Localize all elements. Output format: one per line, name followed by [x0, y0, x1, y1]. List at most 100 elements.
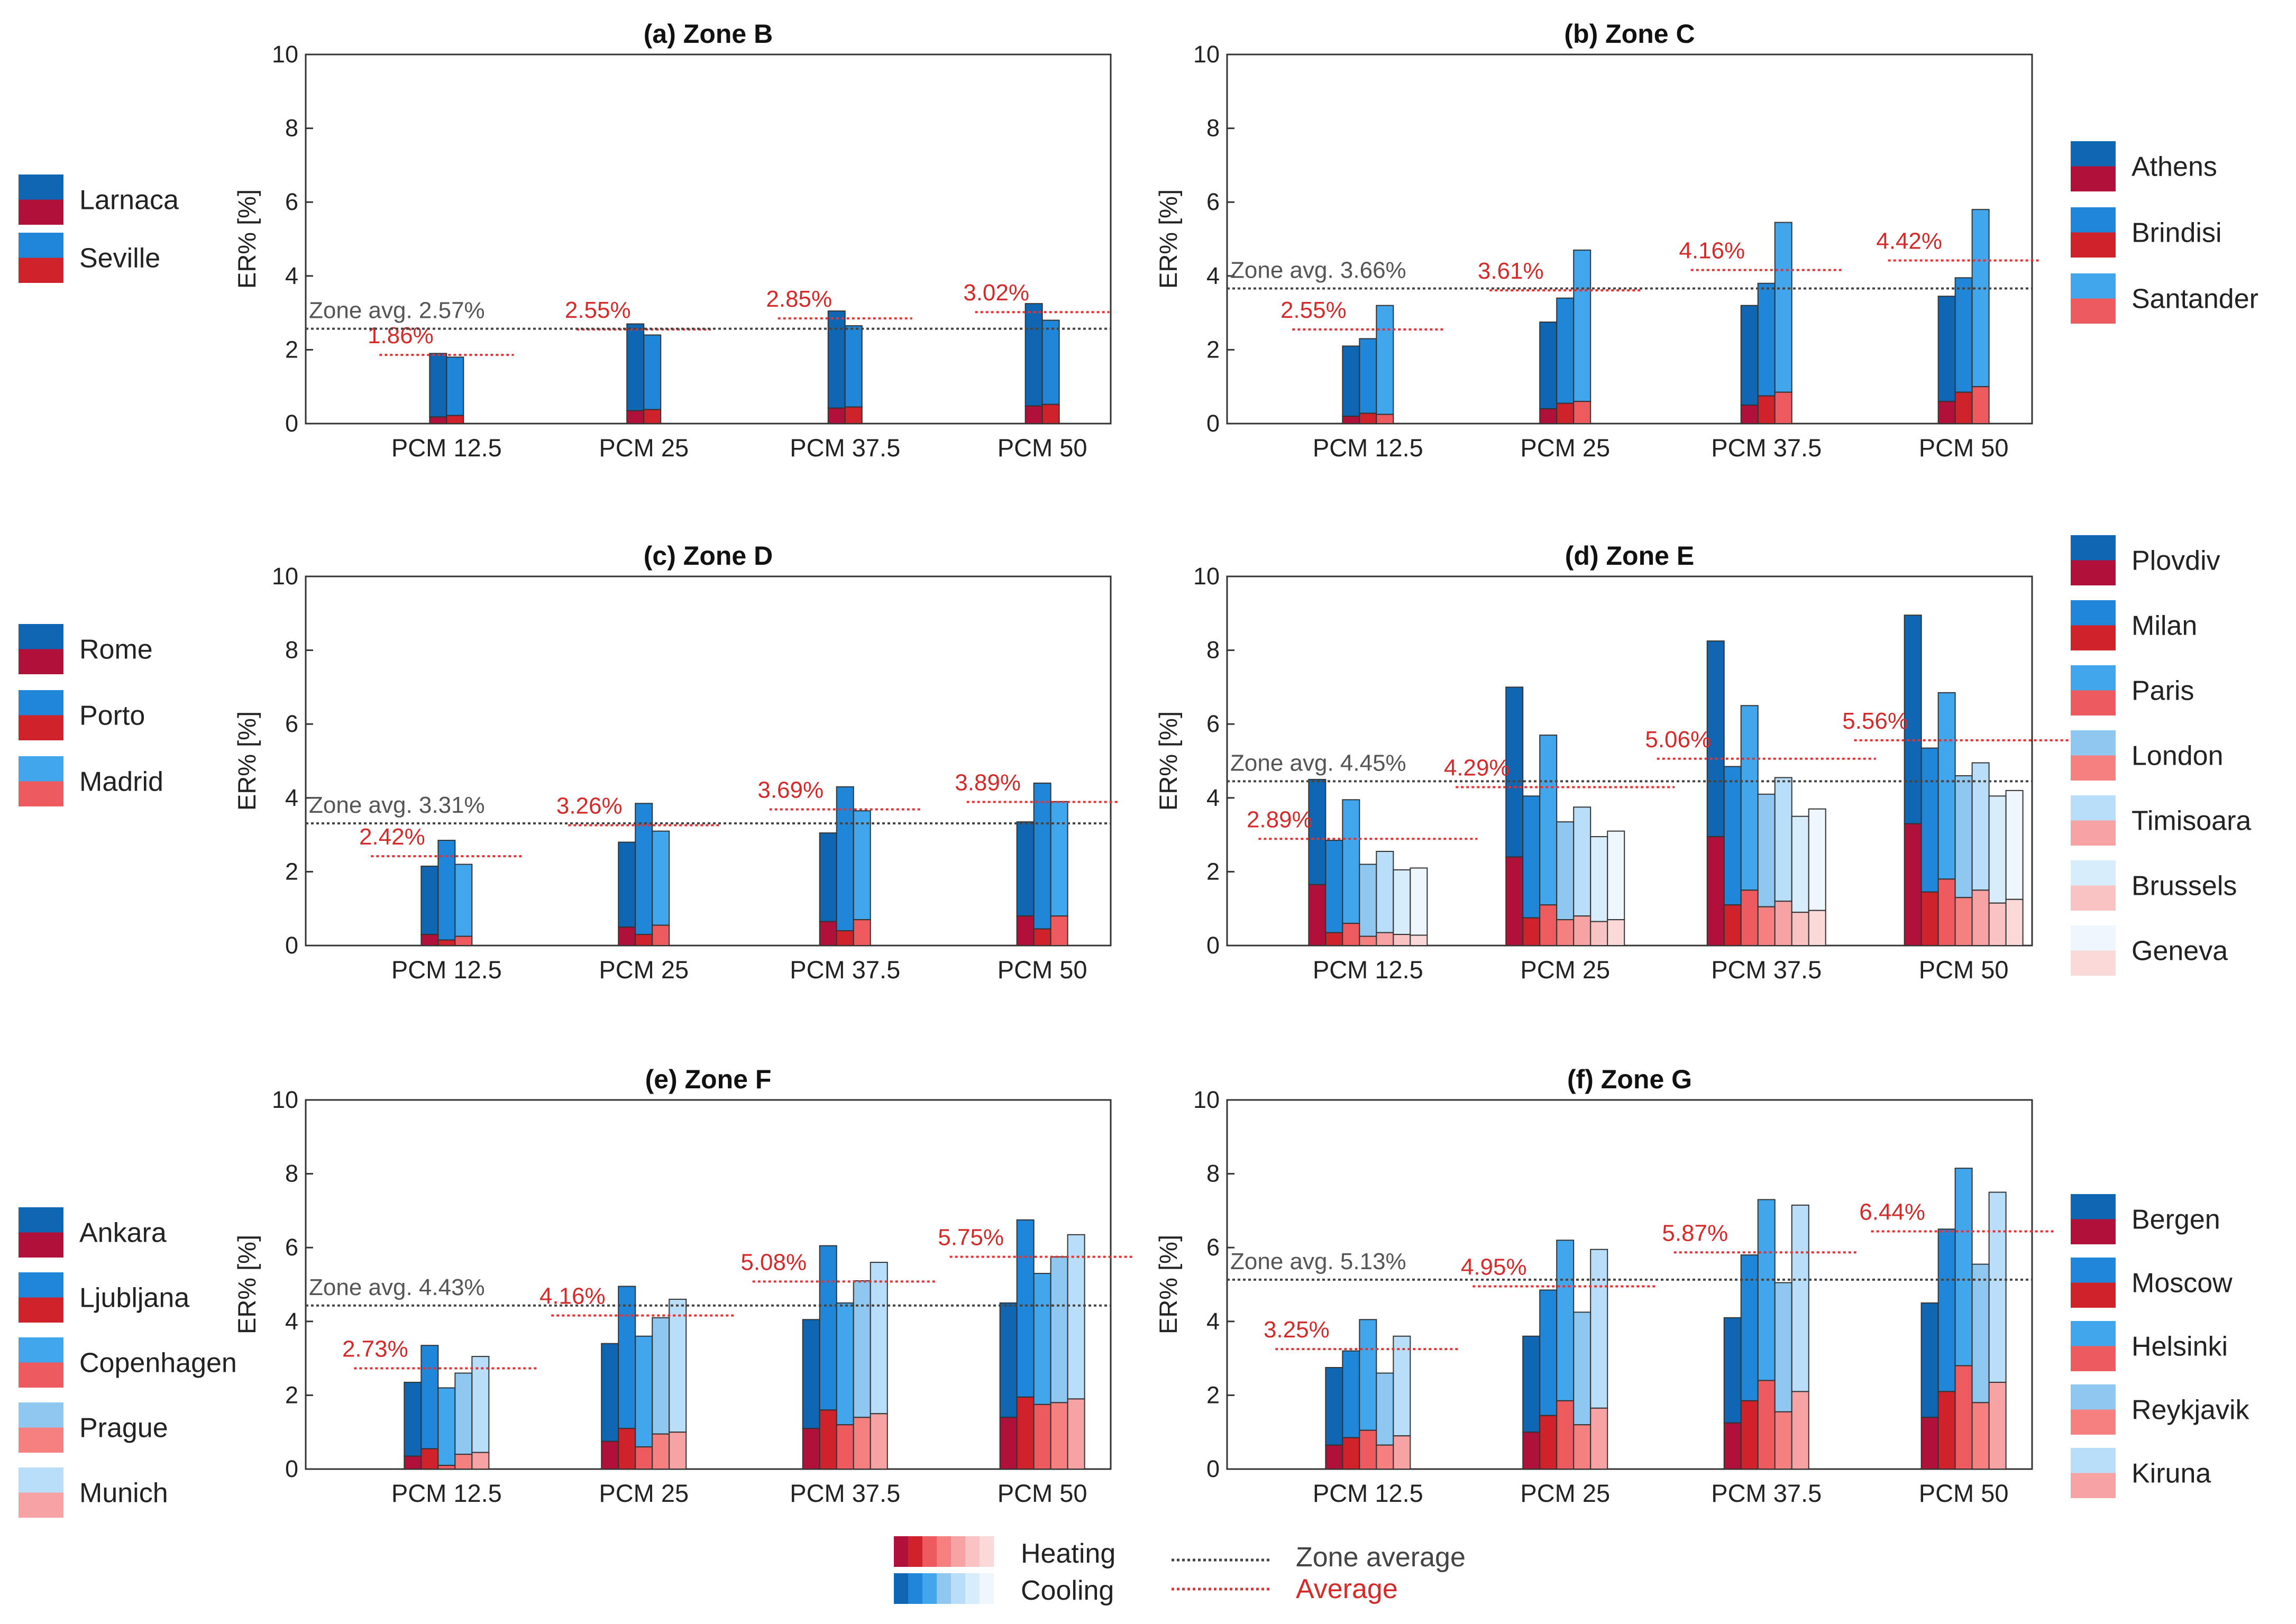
bar-heating-brindisi	[1954, 391, 1973, 424]
chart-title: (c) Zone D	[644, 541, 773, 571]
y-tick-label: 6	[1206, 1234, 1220, 1261]
bar-cooling-santander	[1573, 249, 1591, 402]
legend-swatch-heating	[2071, 755, 2116, 781]
cooling-swatch	[965, 1573, 980, 1604]
average-legend-label: Average	[1296, 1574, 1398, 1604]
bottom-legend: Heating Cooling Zone average Average	[894, 1536, 1466, 1606]
average-label: 3.69%	[757, 777, 824, 803]
legend-swatch-heating	[2071, 232, 2116, 258]
legend-swatch-cooling	[19, 1207, 63, 1233]
bar-cooling-madrid	[652, 830, 670, 926]
legend-swatch-cooling	[2071, 141, 2116, 167]
bar-heating-plovdiv	[1308, 884, 1327, 946]
y-tick-label: 10	[272, 1086, 298, 1113]
bar-cooling-rome	[618, 841, 636, 928]
bar-heating-plovdiv	[1904, 823, 1922, 947]
bar-cooling-bergen	[1723, 1317, 1742, 1424]
heating-swatch	[922, 1536, 937, 1567]
legend-label-copenhagen: Copenhagen	[79, 1348, 237, 1379]
cooling-swatch	[951, 1573, 965, 1604]
y-axis-label: ER% [%]	[1154, 1235, 1182, 1334]
bar-cooling-porto	[1033, 782, 1051, 930]
bar-cooling-madrid	[853, 810, 871, 921]
bar-cooling-helsinki	[1359, 1319, 1377, 1431]
bar-cooling-brindisi	[1954, 277, 1973, 393]
bar-heating-brindisi	[1359, 412, 1377, 424]
average-label: 4.16%	[1679, 238, 1745, 264]
average-label: 5.08%	[740, 1249, 807, 1275]
bar-cooling-milan	[1325, 840, 1343, 933]
x-tick-label: PCM 25	[1520, 1479, 1610, 1507]
bar-heating-paris	[1342, 923, 1360, 946]
average-label: 3.25%	[1264, 1317, 1330, 1343]
bar-cooling-santander	[1971, 209, 1990, 388]
series-legend: Ankara Ljubljana Copenhagen Prague Munich	[19, 1207, 237, 1518]
bar-heating-prague	[454, 1454, 473, 1470]
bar-cooling-plovdiv	[1904, 614, 1922, 824]
legend-swatch-cooling	[19, 1467, 63, 1493]
y-axis-label: ER% [%]	[233, 1235, 261, 1334]
heating-swatch	[937, 1536, 951, 1567]
bar-heating-timisoara	[1971, 889, 1990, 947]
bar-cooling-london	[1757, 793, 1776, 907]
bar-heating-athens	[1342, 416, 1360, 424]
bar-cooling-ljubljana	[1016, 1219, 1035, 1398]
bar-heating-madrid	[1050, 915, 1068, 947]
cooling-swatches	[894, 1573, 994, 1604]
bar-cooling-seville	[446, 356, 464, 416]
legend-label-moscow: Moscow	[2132, 1268, 2233, 1299]
y-tick-label: 10	[1193, 1086, 1220, 1113]
legend-swatch-cooling	[19, 1272, 63, 1298]
legend-label-larnaca: Larnaca	[79, 185, 179, 216]
chart-panel-b: 0 2 4 6 8 10 (b) Zone C ER% [%] PCM 12.5 2.55% PCM…	[1154, 19, 2258, 462]
legend-swatch-heating	[19, 1297, 63, 1323]
y-tick-label: 8	[1206, 637, 1220, 664]
bar-heating-seville	[1041, 403, 1060, 424]
legend-label-ankara: Ankara	[79, 1218, 167, 1249]
bar-heating-ankara	[999, 1417, 1018, 1470]
bar-cooling-kiruna	[1988, 1191, 2007, 1383]
bar-heating-reykjavik	[1774, 1411, 1792, 1470]
y-tick-label: 8	[285, 1160, 298, 1187]
bar-heating-larnaca	[626, 410, 645, 425]
plot-area-frame	[1226, 575, 2033, 947]
bar-cooling-plovdiv	[1706, 640, 1725, 838]
x-tick-label: PCM 12.5	[391, 434, 502, 462]
bar-cooling-moscow	[1539, 1289, 1558, 1416]
zone-average-label: Zone avg. 3.66%	[1230, 258, 1406, 283]
bar-heating-timisoara	[1573, 915, 1591, 947]
y-tick-label: 4	[1206, 262, 1220, 289]
bar-heating-brussels	[1988, 902, 2007, 946]
bar-cooling-rome	[420, 865, 439, 935]
chart-title: (e) Zone F	[645, 1065, 772, 1094]
bar-heating-porto	[836, 930, 854, 946]
legend-swatch-heating	[2071, 1219, 2116, 1244]
bar-heating-moscow	[1539, 1415, 1558, 1470]
bar-heating-porto	[437, 939, 456, 947]
bar-heating-madrid	[853, 919, 871, 947]
bar-heating-seville	[446, 415, 464, 424]
bar-heating-porto	[635, 934, 653, 947]
average-label: 5.75%	[938, 1225, 1004, 1251]
bar-cooling-kiruna	[1791, 1204, 1809, 1392]
bar-cooling-ankara	[999, 1302, 1018, 1418]
legend-swatch-cooling	[2071, 860, 2116, 886]
bar-heating-rome	[819, 921, 837, 947]
bar-heating-plovdiv	[1505, 856, 1524, 946]
chart-panel-a: 0 2 4 6 8 10 (a) Zone B ER% [%] PCM 12.5 1.86% PCM…	[19, 19, 1112, 462]
average-label: 2.73%	[342, 1336, 408, 1362]
x-tick-label: PCM 50	[1919, 1479, 2009, 1507]
legend-label-timisoara: Timisoara	[2132, 806, 2251, 837]
series-legend: Bergen Moscow Helsinki Reykjavik Kiruna	[2071, 1194, 2249, 1498]
bar-heating-kiruna	[1393, 1435, 1411, 1470]
legend-swatch-heating	[19, 258, 63, 283]
chart-title: (d) Zone E	[1565, 541, 1694, 571]
y-tick-label: 4	[285, 1308, 298, 1335]
bar-cooling-copenhagen	[635, 1335, 653, 1448]
bar-cooling-prague	[853, 1280, 871, 1418]
legend-label-seville: Seville	[79, 243, 160, 274]
legend-label-paris: Paris	[2132, 676, 2194, 707]
bar-cooling-seville	[1041, 319, 1060, 405]
chart-title: (a) Zone B	[644, 19, 773, 49]
